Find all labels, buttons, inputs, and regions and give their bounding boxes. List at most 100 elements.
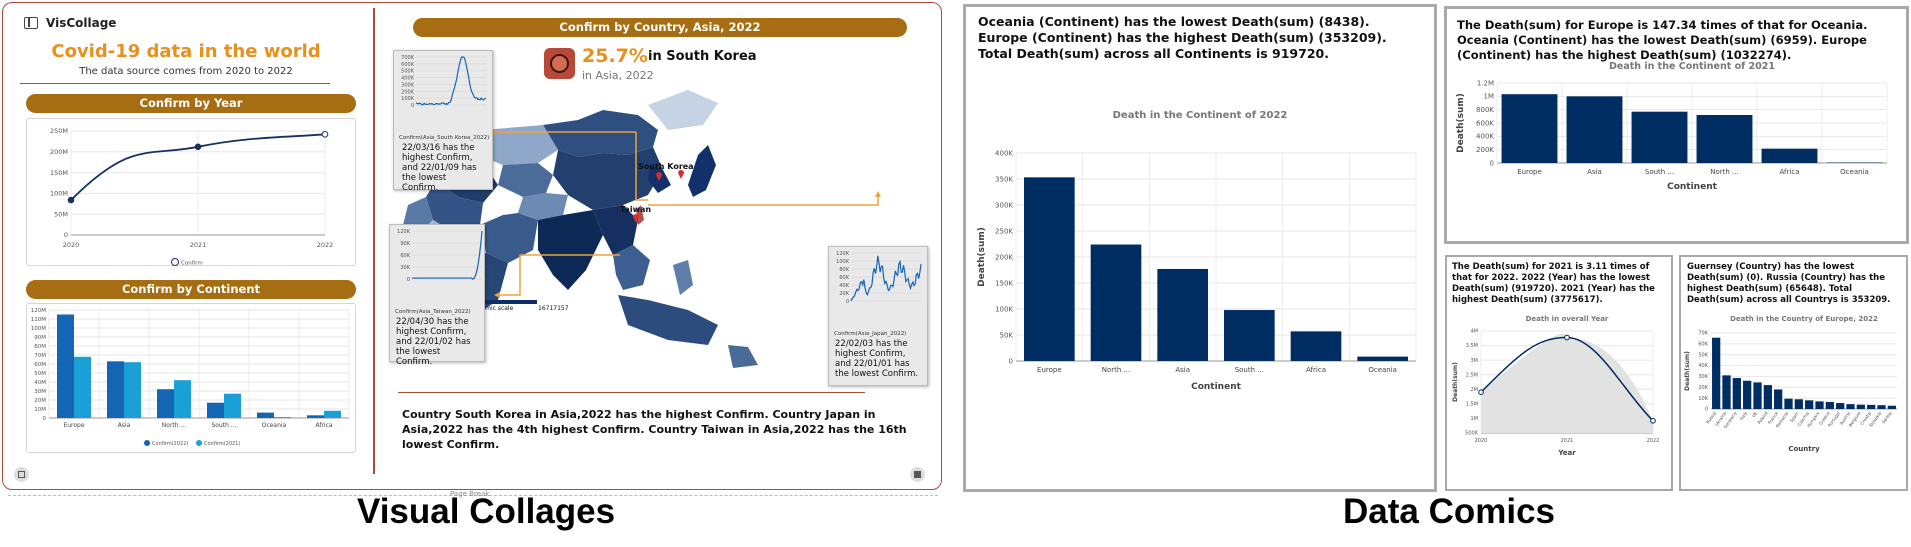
y-tick-label: 30M (34, 389, 46, 395)
y-tick-label: 80K (839, 267, 849, 273)
y-tick-label: 0 (411, 103, 414, 109)
y-tick-label: 60K (1698, 342, 1708, 348)
tooltip-taiwan-legend: Confirm(Asia_Taiwan_2022) (390, 309, 484, 315)
y-tick-label: 350K (995, 175, 1013, 183)
y-tick-label: 4M (1471, 329, 1479, 335)
continent-panel-title: Confirm by Continent (26, 280, 356, 299)
play-icon[interactable] (14, 467, 29, 482)
tooltip-south-korea: 700K 600K 500K 400K 300K 200K 100K 0 Confirm(As… (393, 50, 493, 190)
bar-portugal (1836, 403, 1844, 409)
y-tick-label: 200K (1476, 146, 1494, 154)
bar-italy (1743, 381, 1751, 409)
bar-confirm-2022- (207, 403, 224, 418)
data-point (1479, 390, 1484, 395)
bar-africa (1291, 331, 1342, 361)
bar-poland (1764, 385, 1772, 409)
y-tick-label: 0 (1490, 159, 1494, 167)
y-tick-label: 100M (50, 190, 68, 198)
summary-divider (398, 392, 865, 393)
bar-south- (1632, 112, 1688, 163)
legend-label: Confirm(2022) (152, 441, 188, 447)
comic-panel-death-2022: Oceania (Continent) has the lowest Death… (963, 4, 1437, 492)
y-tick-label: 90K (400, 241, 410, 247)
x-axis-label: Continent (1191, 382, 1242, 392)
bar-confirm-2022- (257, 413, 274, 418)
x-tick-label: Italy (1739, 410, 1749, 421)
chart-title: Death in the Continent of 2021 (1609, 61, 1775, 72)
y-tick-label: 80M (34, 344, 46, 350)
year-chart: 0 50M 100M 150M 200M 250M 2020 2021 2022 Confirm (26, 118, 356, 266)
y-tick-label: 600K (401, 62, 415, 68)
y-tick-label: 2M (1471, 387, 1479, 393)
tooltip-japan-text: 22/02/03 has the highest Confirm, and 22… (829, 337, 927, 381)
y-tick-label: 200K (995, 253, 1013, 261)
x-tick-label: 2022 (317, 241, 334, 249)
y-tick-label: 400K (995, 149, 1013, 157)
y-tick-label: 40K (1698, 363, 1708, 369)
panel-divider (373, 8, 375, 474)
y-tick-label: 700K (401, 55, 415, 61)
legend-label: Confirm(2021) (204, 441, 240, 447)
y-tick-label: 1.2M (1477, 79, 1494, 87)
bar-czechia (1805, 400, 1813, 409)
y-axis-label: Death(sum) (1452, 362, 1459, 402)
y-tick-label: 200M (50, 148, 68, 156)
tooltip-korea-text: 22/03/16 has the highest Confirm, and 22… (394, 141, 492, 195)
x-tick-label: North ... (1102, 366, 1130, 374)
y-tick-label: 150K (995, 279, 1013, 287)
sidebar-toggle-icon[interactable] (24, 17, 38, 29)
x-tick-label: South ... (1645, 168, 1674, 176)
data-point (1651, 418, 1656, 423)
comic-text-death-year: The Death(sum) for 2021 is 3.11 times of… (1452, 262, 1670, 306)
y-tick-label: 100M (31, 326, 46, 332)
y-tick-label: 110M (31, 317, 46, 323)
y-tick-label: 10K (1698, 396, 1708, 402)
comic-panel-death-year: The Death(sum) for 2021 is 3.11 times of… (1445, 255, 1673, 491)
y-tick-label: 70M (34, 353, 46, 359)
x-tick-label: Asia (1587, 168, 1602, 176)
y-tick-label: 0 (43, 416, 47, 422)
bar-confirm-2021- (274, 417, 291, 418)
y-tick-label: 60K (839, 275, 849, 281)
y-tick-label: 70K (1698, 331, 1708, 337)
highlight-place: in South Korea (648, 49, 757, 64)
y-tick-label: 90M (34, 335, 46, 341)
y-tick-label: 800K (1476, 106, 1494, 114)
collage-title: Covid-19 data in the world (20, 41, 352, 62)
y-tick-label: 120M (31, 308, 46, 314)
y-tick-label: 500K (1465, 431, 1479, 437)
bar-confirm-2022- (307, 415, 324, 418)
bar-europe (1024, 177, 1075, 361)
y-tick-label: 3.5M (1466, 343, 1478, 349)
comic-panel-death-2021: The Death(sum) for Europe is 147.34 time… (1444, 6, 1909, 244)
x-tick-label: North ... (1710, 168, 1738, 176)
save-icon[interactable] (910, 467, 925, 482)
bar-confirm-2022- (157, 389, 174, 418)
y-tick-label: 0 (64, 231, 68, 239)
y-tick-label: 0 (846, 299, 849, 305)
x-axis-label: Year (1557, 449, 1576, 457)
tooltip-japan: 120K 100K 80K 60K 40K 20K 0 Confirm(Asia_Japan… (828, 246, 928, 386)
data-point (68, 197, 74, 203)
y-tick-label: 60K (400, 253, 410, 259)
bar-croatia (1867, 405, 1875, 409)
bar-spain (1795, 399, 1803, 409)
caption-visual-collages: Visual Collages (357, 492, 615, 532)
x-tick-label: Asia (1175, 366, 1190, 374)
highlight-percent: 25.7% (582, 45, 648, 67)
tooltip-sparkline (851, 256, 921, 301)
y-tick-label: 150M (50, 169, 68, 177)
tooltip-taiwan: 120K 90K 60K 30K 0 Confirm(Asia_Taiwan_2022)… (389, 224, 485, 362)
y-tick-label: 1M (1471, 416, 1479, 422)
bar-asia (1157, 269, 1208, 361)
bar-germany (1733, 378, 1741, 409)
bar-russia (1712, 338, 1720, 409)
comic-panel-death-europe: Guernsey (Country) has the lowest Death(… (1679, 255, 1908, 491)
bar-north- (1697, 115, 1753, 163)
y-axis-label: Death(sum) (977, 227, 987, 287)
legend-label: Confirm (181, 261, 203, 267)
y-tick-label: 300K (401, 82, 415, 88)
y-tick-label: 1.5M (1466, 402, 1478, 408)
x-tick-label: Serbia (1881, 410, 1893, 424)
y-tick-label: 3M (1471, 358, 1479, 364)
